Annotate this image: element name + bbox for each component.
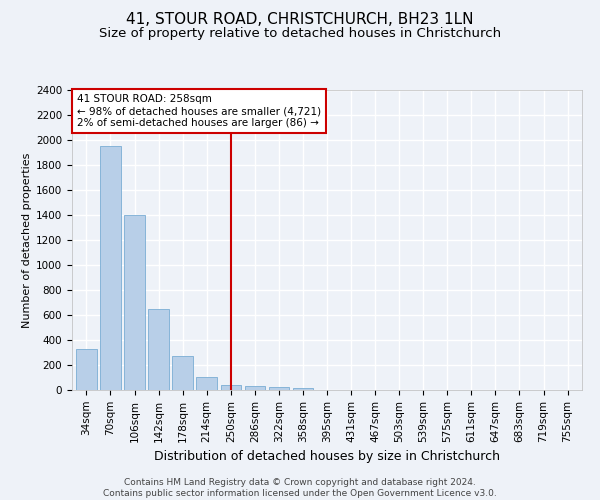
Bar: [100, 146, 121, 390]
Bar: [221, 385, 241, 390]
Bar: [124, 215, 145, 390]
Text: 41 STOUR ROAD: 258sqm
← 98% of detached houses are smaller (4,721)
2% of semi-de: 41 STOUR ROAD: 258sqm ← 98% of detached …: [77, 94, 321, 128]
Y-axis label: Number of detached properties: Number of detached properties: [22, 152, 32, 328]
Text: Size of property relative to detached houses in Christchurch: Size of property relative to detached ho…: [99, 28, 501, 40]
Bar: [148, 308, 169, 390]
Bar: [76, 350, 97, 390]
Text: Contains HM Land Registry data © Crown copyright and database right 2024.
Contai: Contains HM Land Registry data © Crown c…: [103, 478, 497, 498]
Bar: [172, 356, 193, 390]
Bar: [269, 387, 289, 390]
Bar: [293, 388, 313, 390]
Bar: [245, 386, 265, 390]
Text: 41, STOUR ROAD, CHRISTCHURCH, BH23 1LN: 41, STOUR ROAD, CHRISTCHURCH, BH23 1LN: [126, 12, 474, 28]
X-axis label: Distribution of detached houses by size in Christchurch: Distribution of detached houses by size …: [154, 450, 500, 463]
Bar: [196, 377, 217, 390]
